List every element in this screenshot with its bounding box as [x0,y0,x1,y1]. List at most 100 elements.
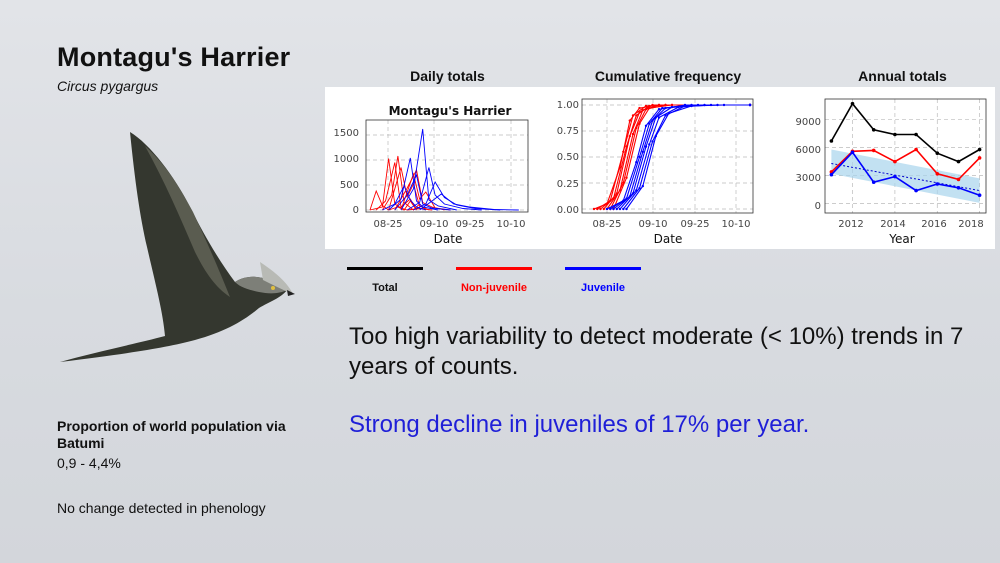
annual-series [829,101,982,203]
cumulative-point [592,207,596,211]
annual-point [956,186,961,190]
cumulative-point [661,106,664,110]
cumulative-point [651,119,654,122]
chart-cumulative-frequency: 0.00 0.25 0.50 0.75 1.00 08-25 09-10 09-… [557,98,754,246]
annual-point [977,193,982,197]
cum-ytick-3: 0.75 [557,126,579,137]
cumulative-point [664,106,667,110]
cumulative-series [592,103,752,211]
cumulative-point [599,207,602,211]
cumulative-point [635,161,638,164]
daily-xlabel: Date [434,232,463,246]
annual-point [893,159,897,164]
annual-plot-frame [824,98,987,214]
charts-svg: Montagu's Harrier 0 500 1000 1500 08-25 … [334,98,987,246]
daily-series-line [388,157,439,211]
cumulative-point [638,187,641,190]
cumulative-point [625,176,628,179]
annual-point [893,174,897,179]
cumulative-point [622,150,625,153]
annual-xtick-2: 2016 [921,219,946,230]
annual-series-line [830,151,980,196]
cumulative-point [638,122,641,125]
cumulative-point [631,114,635,117]
daily-series-line [394,168,445,211]
daily-xtick-0: 08-25 [373,219,402,230]
panel-title-annual: Annual totals [858,68,947,84]
annual-point [914,132,918,137]
annual-series-line [830,102,980,163]
cumulative-point [622,207,625,211]
daily-plot-frame [365,119,529,213]
cum-ytick-2: 0.50 [557,152,579,163]
trend-statement: Too high variability to detect moderate … [349,323,964,380]
annual-point [893,132,897,137]
trend-confidence-band [831,149,980,203]
world-population-value: 0,9 - 4,4% [57,455,121,471]
cumulative-grid [582,99,753,213]
annual-point [850,150,855,155]
cumulative-point [670,105,674,109]
cumulative-point [612,207,615,211]
daily-series-line [413,181,501,211]
bird-silhouette [60,132,295,362]
annual-point [914,188,918,193]
annual-ytick-1: 3000 [796,173,821,184]
cum-ytick-1: 0.25 [557,179,579,190]
annual-xtick-0: 2012 [838,219,863,230]
species-title: Montagu's Harrier [57,42,291,72]
cumulative-point [657,116,661,119]
annual-point [871,128,876,132]
cumulative-point [635,126,638,130]
legend-total: Total [345,267,425,294]
cumulative-point [638,111,641,114]
annual-xtick-3: 2018 [958,219,983,230]
cumulative-point [631,132,635,136]
cumulative-point [677,105,680,109]
daily-ytick-1: 500 [340,180,359,191]
annual-point [871,180,876,184]
cumulative-point [644,145,648,148]
trend-line [831,162,980,192]
cum-xlabel: Date [654,232,683,246]
cum-xtick-1: 09-10 [638,219,667,230]
cumulative-point [609,207,612,211]
annual-point [935,182,940,186]
cumulative-point [628,135,631,138]
annual-ytick-3: 9000 [796,117,821,128]
daily-chart-title: Montagu's Harrier [389,104,512,118]
cumulative-point [635,114,638,117]
legend-total-swatch [347,267,423,270]
legend-total-label: Total [372,282,398,294]
annual-point [935,172,940,176]
annual-point [829,139,834,143]
annual-point [850,101,855,106]
annual-series-line [830,148,981,181]
cumulative-point [657,108,661,111]
cumulative-point [657,103,661,107]
cumulative-point [644,104,648,108]
daily-series-line [369,189,417,211]
cumulative-point [648,143,651,146]
cumulative-point [667,112,670,115]
phenology-note: No change detected in phenology [57,500,266,516]
world-population-label: Proportion of world population via Batum… [57,418,286,451]
cumulative-point [605,207,609,211]
chart-annual-totals: 0 3000 6000 9000 2012 2014 2016 2018 Yea… [796,98,987,246]
legend-juvenile: Juvenile [563,267,643,294]
cumulative-point [664,114,667,117]
legend-nonjuvenile-swatch [456,267,532,270]
cumulative-point [638,106,641,110]
cumulative-point [748,103,752,107]
cumulative-point [683,104,687,108]
annual-xlabel: Year [888,232,914,246]
cumulative-point [648,122,651,125]
cum-xtick-3: 10-10 [721,219,750,230]
cum-xtick-2: 09-25 [680,219,709,230]
annual-point [871,148,876,153]
cumulative-point [651,140,654,143]
cumulative-point [641,184,644,188]
annual-point [829,172,834,177]
annual-point [935,151,940,155]
cumulative-point [615,207,618,211]
